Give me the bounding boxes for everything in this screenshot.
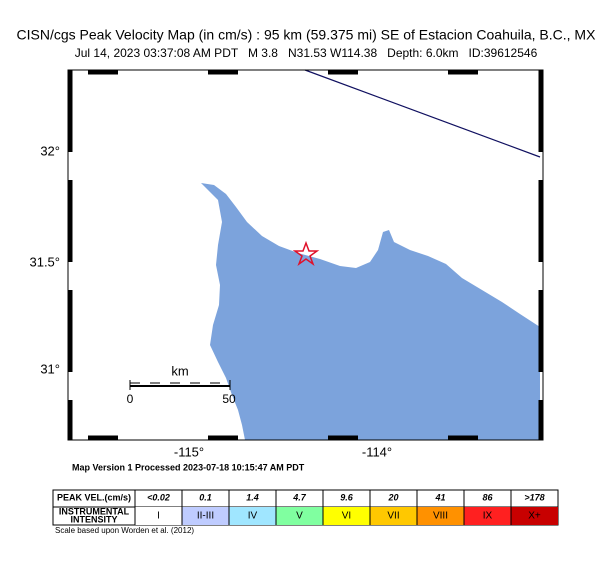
land-area bbox=[201, 183, 540, 440]
intensity-value: I bbox=[157, 511, 160, 522]
intensity-swatch bbox=[323, 507, 370, 525]
lat-label: 32° bbox=[40, 143, 60, 158]
scale-label: 0 bbox=[127, 392, 134, 406]
peak-velocity-value: >178 bbox=[524, 492, 544, 502]
legend-row-label: INTENSITY bbox=[70, 514, 117, 524]
scale-unit: km bbox=[171, 363, 188, 378]
lat-label: 31° bbox=[40, 361, 60, 376]
processed-note: Map Version 1 Processed 2023-07-18 10:15… bbox=[72, 462, 305, 472]
peak-velocity-value: 20 bbox=[387, 492, 398, 502]
intensity-value: VII bbox=[387, 511, 399, 522]
peak-velocity-value: 0.1 bbox=[199, 492, 212, 502]
intensity-swatch bbox=[135, 507, 182, 525]
intensity-value: X+ bbox=[528, 511, 541, 522]
lon-label: -114° bbox=[362, 444, 392, 459]
intensity-swatch bbox=[182, 507, 229, 525]
legend-row-label: PEAK VEL.(cm/s) bbox=[57, 492, 131, 502]
frame-ticks bbox=[67, 69, 544, 441]
peak-velocity-value: 9.6 bbox=[340, 492, 354, 502]
map-title: CISN/cgs Peak Velocity Map (in cm/s) : 9… bbox=[17, 27, 597, 43]
intensity-swatch bbox=[417, 507, 464, 525]
intensity-swatch bbox=[370, 507, 417, 525]
intensity-legend: PEAK VEL.(cm/s) INSTRUMENTAL INTENSITY <… bbox=[52, 489, 559, 526]
intensity-swatch bbox=[511, 507, 558, 525]
intensity-value: V bbox=[296, 511, 303, 522]
intensity-value: VI bbox=[342, 511, 351, 522]
map-area: km 0 50 bbox=[67, 69, 544, 441]
lat-label: 31.5° bbox=[29, 254, 60, 269]
lon-label: -115° bbox=[174, 444, 204, 459]
intensity-value: VIII bbox=[433, 511, 448, 522]
peak-velocity-value: 41 bbox=[434, 492, 445, 502]
epicenter-star bbox=[292, 240, 320, 267]
intensity-value: IX bbox=[483, 511, 493, 522]
legend-note: Scale based upon Worden et al. (2012) bbox=[55, 526, 194, 535]
peak-velocity-value: 86 bbox=[482, 492, 493, 502]
scale-label: 50 bbox=[222, 392, 236, 406]
intensity-swatch bbox=[276, 507, 323, 525]
peak-velocity-value: <0.02 bbox=[147, 492, 170, 502]
legend-row-label: INSTRUMENTAL bbox=[59, 506, 130, 516]
intensity-value: IV bbox=[248, 511, 258, 522]
intensity-swatch bbox=[464, 507, 511, 525]
intensity-value: II-III bbox=[197, 511, 214, 522]
intensity-swatch bbox=[229, 507, 276, 525]
border-line bbox=[304, 69, 541, 158]
peak-velocity-value: 4.7 bbox=[292, 492, 307, 502]
scale-bar: km 0 50 bbox=[127, 363, 236, 406]
peak-velocity-value: 1.4 bbox=[246, 492, 259, 502]
map-subtitle: Jul 14, 2023 03:37:08 AM PDT M 3.8 N31.5… bbox=[75, 46, 538, 60]
